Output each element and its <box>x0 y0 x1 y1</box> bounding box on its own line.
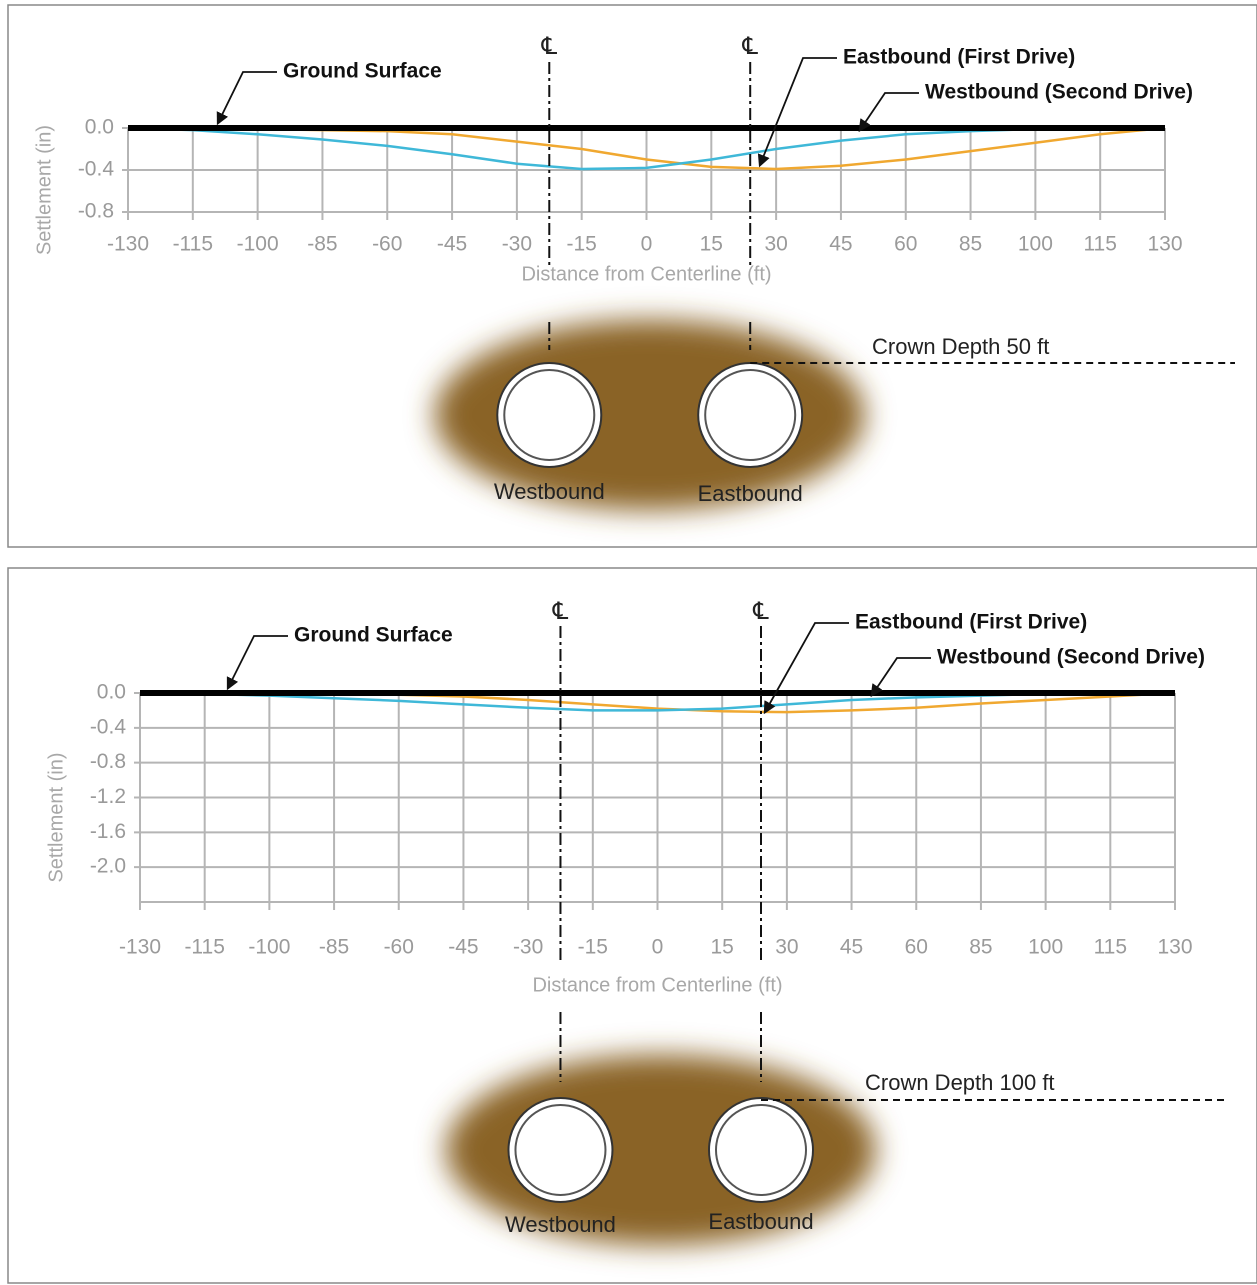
eastbound-legend-leader <box>765 623 849 712</box>
ground-surface-label-leader <box>218 72 277 123</box>
tunnel-lining <box>504 370 594 460</box>
x-tick-label: 30 <box>764 233 787 256</box>
eastbound-legend: Eastbound (First Drive) <box>855 611 1087 634</box>
y-axis-label: Settlement (in) <box>45 752 67 882</box>
y-tick-label: 0.0 <box>85 116 114 139</box>
x-tick-label: -85 <box>319 936 349 959</box>
x-tick-label: 45 <box>840 936 863 959</box>
x-tick-label: -85 <box>307 233 337 256</box>
tunnel-label: Westbound <box>494 479 605 504</box>
x-tick-label: -30 <box>502 233 532 256</box>
westbound-legend: Westbound (Second Drive) <box>937 646 1205 669</box>
centerline-symbol: ℄ <box>552 597 569 625</box>
x-tick-label: -45 <box>437 233 467 256</box>
x-tick-label: 0 <box>652 936 664 959</box>
x-tick-label: 30 <box>775 936 798 959</box>
x-tick-label: 60 <box>905 936 928 959</box>
x-tick-label: 85 <box>969 936 992 959</box>
y-tick-label: -1.6 <box>90 820 126 843</box>
crown-depth-label: Crown Depth 100 ft <box>865 1070 1055 1095</box>
tunnel-label: Eastbound <box>708 1209 813 1234</box>
x-tick-label: -100 <box>248 936 290 959</box>
tunnel-label: Eastbound <box>698 481 803 506</box>
x-tick-label: -130 <box>107 233 149 256</box>
page: {"chart_data": [ {"type": "line", "categ… <box>0 0 1257 1285</box>
x-tick-label: 60 <box>894 233 917 256</box>
ground-surface-label: Ground Surface <box>294 624 453 647</box>
y-tick-label: -0.8 <box>90 750 126 773</box>
x-tick-label: 115 <box>1083 233 1116 256</box>
x-tick-label: 100 <box>1018 233 1053 256</box>
y-tick-label: -0.8 <box>78 200 114 223</box>
y-tick-label: 0.0 <box>97 681 126 704</box>
x-tick-label: -45 <box>448 936 478 959</box>
x-tick-label: 85 <box>959 233 982 256</box>
x-axis-label: Distance from Centerline (ft) <box>532 974 782 996</box>
x-tick-label: -30 <box>513 936 543 959</box>
x-tick-label: 15 <box>711 936 734 959</box>
ground-surface-label-leader <box>228 636 288 688</box>
westbound-legend-leader <box>860 93 919 130</box>
x-tick-label: -60 <box>372 233 402 256</box>
x-tick-label: -115 <box>184 936 224 959</box>
x-tick-label: -60 <box>384 936 414 959</box>
x-axis-label: Distance from Centerline (ft) <box>521 263 771 285</box>
tunnel-lining <box>716 1105 806 1195</box>
y-axis-label: Settlement (in) <box>33 125 55 255</box>
tunnel-label: Westbound <box>505 1212 616 1237</box>
x-tick-label: 130 <box>1147 233 1182 256</box>
centerline-symbol: ℄ <box>541 32 558 60</box>
y-tick-label: -0.4 <box>90 715 127 738</box>
y-tick-label: -1.2 <box>90 785 126 808</box>
eastbound-legend: Eastbound (First Drive) <box>843 46 1075 69</box>
ground-surface-label: Ground Surface <box>283 60 442 83</box>
tunnel-lining <box>705 370 795 460</box>
x-tick-label: -15 <box>578 936 608 959</box>
x-tick-label: -100 <box>237 233 279 256</box>
y-tick-label: -0.4 <box>78 158 115 181</box>
x-tick-label: 15 <box>700 233 723 256</box>
x-tick-label: -115 <box>173 233 213 256</box>
westbound-legend: Westbound (Second Drive) <box>925 81 1193 104</box>
x-tick-label: 100 <box>1028 936 1063 959</box>
x-tick-label: 130 <box>1157 936 1192 959</box>
tunnel-lining <box>515 1105 605 1195</box>
x-tick-label: 0 <box>641 233 653 256</box>
x-tick-label: -130 <box>119 936 161 959</box>
figure: 0.0 -0.4 -0.8 -130 -115 -100 -85 -60 -45 -30 -15 0 1… <box>0 0 1257 1285</box>
y-tick-label: -2.0 <box>90 855 126 878</box>
x-tick-label: 115 <box>1094 936 1127 959</box>
crown-depth-label: Crown Depth 50 ft <box>872 334 1049 359</box>
centerline-symbol: ℄ <box>752 597 769 625</box>
x-tick-label: -15 <box>567 233 597 256</box>
westbound-legend-leader <box>872 658 931 695</box>
x-tick-label: 45 <box>829 233 852 256</box>
centerline-symbol: ℄ <box>741 32 758 60</box>
